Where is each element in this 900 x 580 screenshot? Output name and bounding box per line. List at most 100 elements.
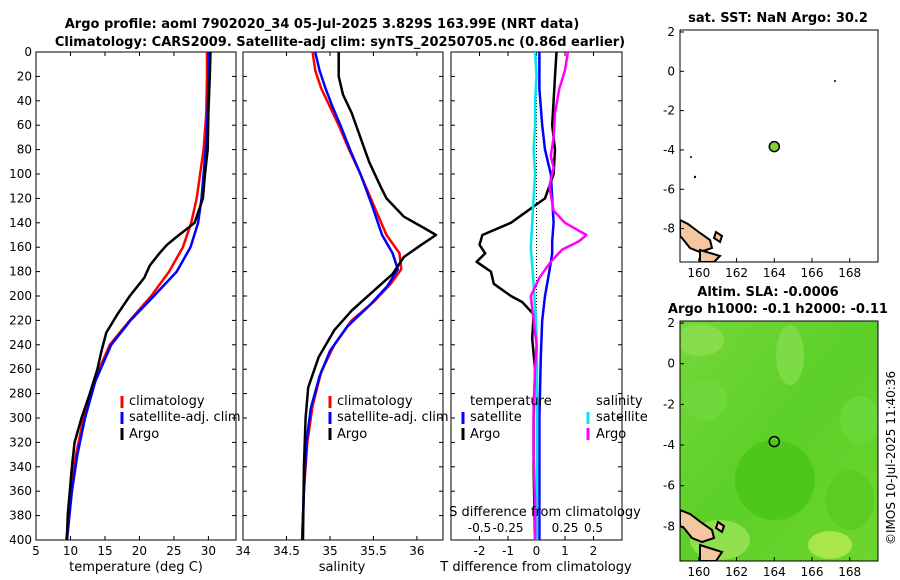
imos-side-label: ©IMOS 10-Jul-2025 11:40:36 [884,371,898,545]
salinity-legend: climatology satellite-adj. clim Argo [328,394,449,442]
legend-s-argo-label: Argo [596,427,626,442]
temperature-legend: climatology satellite-adj. clim Argo [120,394,241,442]
map-y-tick-label: -2 [663,104,675,118]
y-tick-label: 160 [9,240,32,254]
x-tick-label: 15 [97,544,112,558]
x-tick-label: 25 [166,544,181,558]
y-tick-label: 80 [17,143,32,157]
s-tick-label: 0.25 [552,521,579,535]
x-tick-label: 35.5 [360,544,387,558]
series-line-s-argo [529,52,588,540]
legend-satellite-label: satellite-adj. clim [129,410,241,425]
map-x-tick-label: 162 [725,266,748,280]
s-difference-label: S difference from climatology [449,505,641,520]
series-line-climatology [65,52,209,540]
map-y-tick-label: -8 [663,519,675,533]
map-y-tick-label: -4 [663,438,675,452]
y-tick-label: 240 [9,338,32,352]
y-tick-label: 260 [9,362,32,376]
x-tick-label: 10 [63,544,78,558]
y-tick-label: 320 [9,435,32,449]
x-tick-label: 34.5 [273,544,300,558]
y-tick-label: 0 [24,45,32,59]
y-tick-label: 120 [9,191,32,205]
s-tick-label: -0.25 [492,521,523,535]
map-y-tick-label: -2 [663,397,675,411]
sla-land-island [699,543,724,561]
map-x-tick-label: 162 [725,565,748,579]
temperature-xlabel: temperature (deg C) [69,560,203,575]
sla-map-title2: Argo h1000: -0.1 h2000: -0.11 [668,302,888,317]
series-line-argo [65,52,212,540]
sst-dot [834,80,836,82]
x-tick-label: 2 [590,544,598,558]
map-x-tick-label: 160 [687,266,710,280]
map-y-tick-label: -4 [663,143,675,157]
series-line-satellite-adj-clim [65,52,210,540]
salinity-panel-frame [242,51,444,541]
y-tick-label: 100 [9,167,32,181]
x-tick-label: 1 [561,544,569,558]
sla-map-title1: Altim. SLA: -0.0006 [697,285,838,300]
temperature-plot: 5 10 15 20 25 3002040608010012014016018020022… [9,45,236,558]
legend-climatology-label: climatology [129,394,205,409]
map-x-tick-label: 166 [801,565,824,579]
map-y-tick-label: 2 [667,316,675,330]
sst-land-solomon [680,218,714,254]
s-tick-label: 0.5 [584,521,603,535]
figure-title-line1: Argo profile: aoml 7902020_34 05-Jul-202… [65,17,580,32]
y-tick-label: 280 [9,387,32,401]
sla-map-axes: 160 162 164 166 168 2 0 -2 -4 -6 -8 [663,316,861,579]
x-tick-label: 36 [409,544,424,558]
map-y-tick-label: -8 [663,222,675,236]
map-y-tick-label: 0 [667,357,675,371]
sst-land-island [712,230,724,244]
map-y-tick-label: 2 [667,25,675,39]
sst-dot [693,175,697,179]
y-tick-label: 180 [9,265,32,279]
y-tick-label: 20 [17,69,32,83]
x-tick-label: 35 [322,544,337,558]
sst-land-island [699,248,722,262]
legend-argo-label: Argo [129,427,159,442]
x-tick-label: -2 [474,544,486,558]
sst-map-frame [679,29,879,263]
map-y-tick-label: 0 [667,64,675,78]
y-tick-label: 340 [9,460,32,474]
y-tick-label: 380 [9,509,32,523]
y-tick-label: 200 [9,289,32,303]
legend-salinity-title: salinity [596,394,643,409]
y-tick-label: 220 [9,313,32,327]
series-group [300,52,438,540]
y-tick-label: 140 [9,216,32,230]
legend-t-satellite-label: satellite [470,410,522,425]
figure-title-line2: Climatology: CARS2009. Satellite-adj cli… [55,35,625,50]
series-group [475,52,588,540]
x-tick-label: 5 [32,544,40,558]
map-x-tick-label: 160 [687,565,710,579]
x-tick-label: 34 [235,544,250,558]
difference-legend: temperature salinity satellite Argo sate… [461,394,648,442]
sst-map-title: sat. SST: NaN Argo: 30.2 [688,11,868,26]
sla-land-solomon [680,508,716,544]
series-group [65,52,212,540]
series-line-argo [301,52,438,540]
difference-plot: -2 -1 0 1 2-0.5 -0.25 0 0.25 0.5 [451,51,622,558]
s-tick-label: -0.5 [468,521,491,535]
sla-map-area [680,321,878,561]
sst-map-axes: 160 162 164 166 168 2 0 -2 -4 -6 -8 [663,25,861,280]
float-position-marker [768,140,781,153]
difference-xlabel: T difference from climatology [439,560,632,575]
y-tick-label: 360 [9,484,32,498]
map-y-tick-label: -6 [663,479,675,493]
map-x-tick-label: 168 [838,266,861,280]
x-tick-label: 30 [201,544,216,558]
legend-temperature-title: temperature [470,394,552,409]
y-tick-label: 300 [9,411,32,425]
map-x-tick-label: 168 [838,565,861,579]
legend-argo-label: Argo [337,427,367,442]
x-tick-label: 0 [533,544,541,558]
x-tick-label: 20 [132,544,147,558]
series-line-climatology [300,52,403,540]
